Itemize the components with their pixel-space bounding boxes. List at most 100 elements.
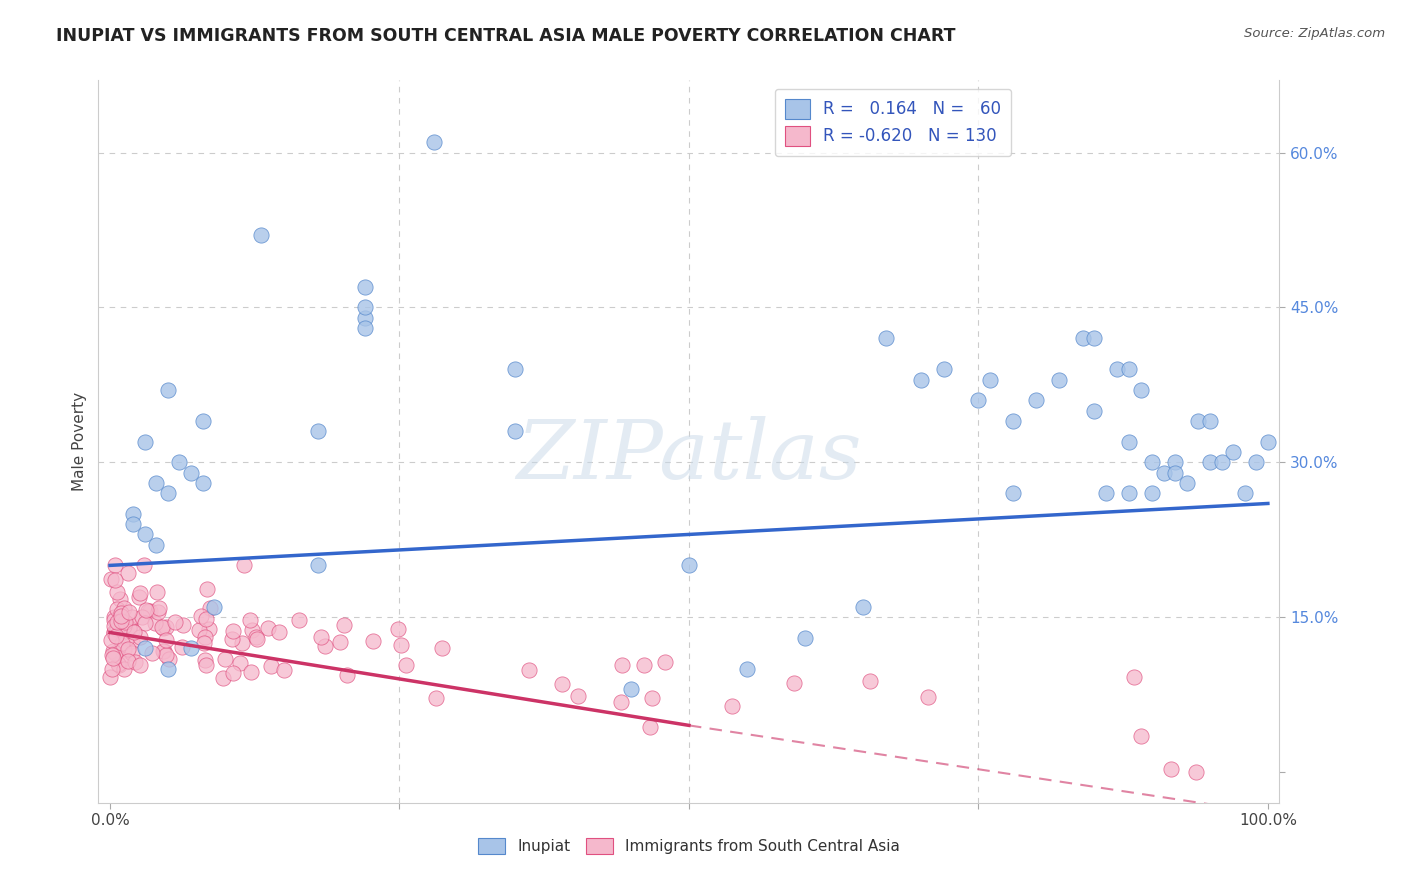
Point xyxy=(1257,434,1279,449)
Point xyxy=(103,610,125,624)
Y-axis label: Male Poverty: Male Poverty xyxy=(72,392,87,491)
Point xyxy=(169,455,191,469)
Point xyxy=(155,648,177,662)
Point xyxy=(1049,373,1071,387)
Point xyxy=(129,657,152,672)
Point xyxy=(112,642,135,657)
Point xyxy=(191,414,214,428)
Point xyxy=(654,655,676,669)
Point xyxy=(231,636,253,650)
Point xyxy=(122,624,145,639)
Point xyxy=(1083,403,1105,417)
Point xyxy=(353,301,375,315)
Point xyxy=(1118,362,1140,376)
Point xyxy=(1160,762,1182,776)
Point xyxy=(1246,455,1268,469)
Point xyxy=(134,616,156,631)
Point xyxy=(104,629,127,643)
Point xyxy=(638,720,661,734)
Point xyxy=(155,633,177,648)
Point xyxy=(117,654,139,668)
Point xyxy=(353,310,375,325)
Point xyxy=(353,279,375,293)
Point xyxy=(211,672,233,686)
Point xyxy=(1025,393,1047,408)
Point xyxy=(103,625,125,640)
Point xyxy=(194,630,217,644)
Point xyxy=(110,607,132,621)
Point xyxy=(197,622,219,636)
Point xyxy=(138,604,160,618)
Point xyxy=(1071,331,1094,345)
Point xyxy=(121,610,143,624)
Point xyxy=(155,620,177,634)
Point xyxy=(503,362,526,376)
Point xyxy=(735,662,758,676)
Point xyxy=(120,618,142,632)
Point xyxy=(152,644,174,658)
Point xyxy=(910,373,932,387)
Point xyxy=(1140,455,1163,469)
Point xyxy=(387,622,409,636)
Point xyxy=(197,582,219,596)
Point xyxy=(111,636,134,650)
Point xyxy=(432,641,454,656)
Point xyxy=(131,610,153,624)
Point xyxy=(153,643,176,657)
Point xyxy=(134,640,156,655)
Point xyxy=(240,624,263,638)
Legend: Inupiat, Immigrants from South Central Asia: Inupiat, Immigrants from South Central A… xyxy=(471,832,907,860)
Point xyxy=(1175,475,1198,490)
Point xyxy=(332,618,354,632)
Point xyxy=(121,633,143,648)
Point xyxy=(107,657,129,672)
Point xyxy=(1094,486,1116,500)
Point xyxy=(640,690,662,705)
Point xyxy=(1118,486,1140,500)
Point xyxy=(141,646,163,660)
Point xyxy=(239,665,262,679)
Point xyxy=(121,647,143,661)
Point xyxy=(307,558,329,573)
Point xyxy=(567,689,589,703)
Point xyxy=(129,586,152,600)
Point xyxy=(222,624,245,639)
Point xyxy=(148,600,170,615)
Point xyxy=(107,657,129,672)
Point xyxy=(100,633,122,648)
Point xyxy=(104,558,127,573)
Point xyxy=(108,591,131,606)
Point xyxy=(1211,455,1233,469)
Point xyxy=(165,615,187,629)
Point xyxy=(353,321,375,335)
Point xyxy=(612,658,634,673)
Point xyxy=(191,475,214,490)
Point xyxy=(232,558,254,573)
Point xyxy=(115,631,138,645)
Text: Source: ZipAtlas.com: Source: ZipAtlas.com xyxy=(1244,27,1385,40)
Point xyxy=(229,657,252,671)
Text: ZIPatlas: ZIPatlas xyxy=(516,416,862,496)
Point xyxy=(875,331,897,345)
Point xyxy=(246,632,269,646)
Point xyxy=(117,566,139,580)
Point xyxy=(103,644,125,658)
Point xyxy=(156,486,179,500)
Point xyxy=(633,657,655,672)
Point xyxy=(1187,414,1209,428)
Point xyxy=(1118,434,1140,449)
Point xyxy=(425,690,447,705)
Point xyxy=(138,604,160,618)
Point xyxy=(259,659,281,673)
Point xyxy=(1199,414,1222,428)
Point xyxy=(134,527,156,541)
Point xyxy=(245,631,267,645)
Point xyxy=(395,658,418,673)
Point xyxy=(287,613,309,627)
Point xyxy=(124,655,146,669)
Point xyxy=(100,572,122,586)
Point xyxy=(100,648,122,662)
Point xyxy=(156,383,179,397)
Point xyxy=(309,630,332,644)
Point xyxy=(194,612,217,626)
